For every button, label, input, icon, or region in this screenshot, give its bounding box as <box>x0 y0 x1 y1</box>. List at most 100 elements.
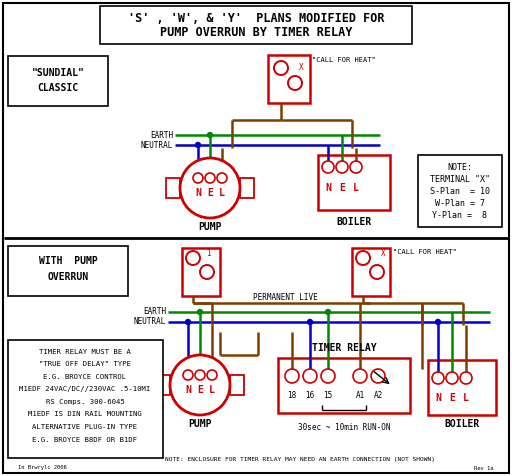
Text: "CALL FOR HEAT": "CALL FOR HEAT" <box>312 57 376 63</box>
Text: E: E <box>197 385 203 395</box>
Circle shape <box>371 369 385 383</box>
Text: TIMER RELAY: TIMER RELAY <box>312 343 376 353</box>
Text: BOILER: BOILER <box>444 419 480 429</box>
Text: 30sec ~ 10min RUN-ON: 30sec ~ 10min RUN-ON <box>298 424 390 433</box>
Text: E.G. BROYCE CONTROL: E.G. BROYCE CONTROL <box>44 374 126 380</box>
Text: 16: 16 <box>305 391 315 400</box>
Text: BOILER: BOILER <box>336 217 372 227</box>
Circle shape <box>321 369 335 383</box>
Circle shape <box>460 372 472 384</box>
Circle shape <box>285 369 299 383</box>
Bar <box>418 155 502 227</box>
Text: W-Plan = 7: W-Plan = 7 <box>435 198 485 208</box>
Text: RS Comps. 300-6045: RS Comps. 300-6045 <box>46 399 124 405</box>
Text: M1EDF 24VAC/DC//230VAC .5-10MI: M1EDF 24VAC/DC//230VAC .5-10MI <box>19 387 151 393</box>
Circle shape <box>288 76 302 90</box>
Circle shape <box>446 372 458 384</box>
Circle shape <box>200 265 214 279</box>
Text: 1: 1 <box>206 249 210 258</box>
Circle shape <box>205 173 215 183</box>
Text: L: L <box>209 385 215 395</box>
Text: ALTERNATIVE PLUG-IN TYPE: ALTERNATIVE PLUG-IN TYPE <box>32 424 138 430</box>
Bar <box>8 340 163 458</box>
Text: E: E <box>449 393 455 403</box>
Circle shape <box>322 161 334 173</box>
Text: PUMP: PUMP <box>198 222 222 232</box>
Text: EARTH: EARTH <box>143 307 166 317</box>
Circle shape <box>170 355 230 415</box>
Circle shape <box>326 309 331 315</box>
Circle shape <box>207 132 212 138</box>
Text: N: N <box>435 393 441 403</box>
Text: PUMP OVERRUN BY TIMER RELAY: PUMP OVERRUN BY TIMER RELAY <box>160 26 352 39</box>
Text: Y-Plan =  8: Y-Plan = 8 <box>433 210 487 219</box>
Circle shape <box>370 265 384 279</box>
Bar <box>156 375 170 395</box>
Bar <box>8 246 128 296</box>
Text: L: L <box>463 393 469 403</box>
Text: E: E <box>339 183 345 193</box>
Text: PUMP: PUMP <box>188 419 212 429</box>
Text: E.G. BROYCE B8DF OR B1DF: E.G. BROYCE B8DF OR B1DF <box>32 436 138 443</box>
Circle shape <box>350 161 362 173</box>
Circle shape <box>186 251 200 265</box>
Text: X: X <box>381 249 386 258</box>
Text: PERMANENT LIVE: PERMANENT LIVE <box>252 294 317 303</box>
Circle shape <box>336 161 348 173</box>
Text: M1EDF IS DIN RAIL MOUNTING: M1EDF IS DIN RAIL MOUNTING <box>28 411 142 417</box>
Text: TIMER RELAY MUST BE A: TIMER RELAY MUST BE A <box>39 349 131 355</box>
Circle shape <box>356 251 370 265</box>
Text: "SUNDIAL": "SUNDIAL" <box>32 68 84 78</box>
Text: L: L <box>219 188 225 198</box>
Bar <box>318 155 390 210</box>
Circle shape <box>196 142 201 148</box>
Circle shape <box>193 173 203 183</box>
Text: In Brwrylc 2006: In Brwrylc 2006 <box>18 466 67 470</box>
Circle shape <box>436 319 440 325</box>
Text: 18: 18 <box>287 391 296 400</box>
Text: 'S' , 'W', & 'Y'  PLANS MODIFIED FOR: 'S' , 'W', & 'Y' PLANS MODIFIED FOR <box>128 11 384 24</box>
Text: CLASSIC: CLASSIC <box>37 83 78 93</box>
Text: L: L <box>353 183 359 193</box>
Text: A1: A1 <box>355 391 365 400</box>
Text: OVERRUN: OVERRUN <box>48 272 89 282</box>
Bar <box>8 56 108 106</box>
Bar <box>352 248 390 296</box>
Bar <box>100 6 412 44</box>
Text: A2: A2 <box>373 391 382 400</box>
Bar <box>268 55 310 103</box>
Text: N: N <box>185 385 191 395</box>
Text: N: N <box>195 188 201 198</box>
Text: NEUTRAL: NEUTRAL <box>134 317 166 327</box>
Text: WITH  PUMP: WITH PUMP <box>38 256 97 266</box>
Text: N: N <box>325 183 331 193</box>
Bar <box>240 178 254 198</box>
Bar <box>428 360 496 415</box>
Bar <box>278 358 410 413</box>
Text: E: E <box>207 188 213 198</box>
Circle shape <box>185 319 190 325</box>
Circle shape <box>198 309 203 315</box>
Bar <box>230 375 244 395</box>
Circle shape <box>274 61 288 75</box>
Text: S-Plan  = 10: S-Plan = 10 <box>430 187 490 196</box>
Circle shape <box>180 158 240 218</box>
Text: TERMINAL "X": TERMINAL "X" <box>430 175 490 184</box>
Text: Rev 1a: Rev 1a <box>475 466 494 470</box>
Text: NOTE:: NOTE: <box>447 162 473 171</box>
Text: 15: 15 <box>324 391 333 400</box>
Text: "CALL FOR HEAT": "CALL FOR HEAT" <box>393 249 457 255</box>
Bar <box>166 178 180 198</box>
Circle shape <box>353 369 367 383</box>
Circle shape <box>432 372 444 384</box>
Bar <box>182 248 220 296</box>
Circle shape <box>207 370 217 380</box>
Text: NEUTRAL: NEUTRAL <box>141 140 173 149</box>
Circle shape <box>308 319 312 325</box>
Text: EARTH: EARTH <box>150 130 173 139</box>
Circle shape <box>183 370 193 380</box>
Circle shape <box>217 173 227 183</box>
Text: "TRUE OFF DELAY" TYPE: "TRUE OFF DELAY" TYPE <box>39 361 131 367</box>
Text: NOTE: ENCLOSURE FOR TIMER RELAY MAY NEED AN EARTH CONNECTION (NOT SHOWN): NOTE: ENCLOSURE FOR TIMER RELAY MAY NEED… <box>165 457 435 463</box>
Text: X: X <box>298 63 303 72</box>
